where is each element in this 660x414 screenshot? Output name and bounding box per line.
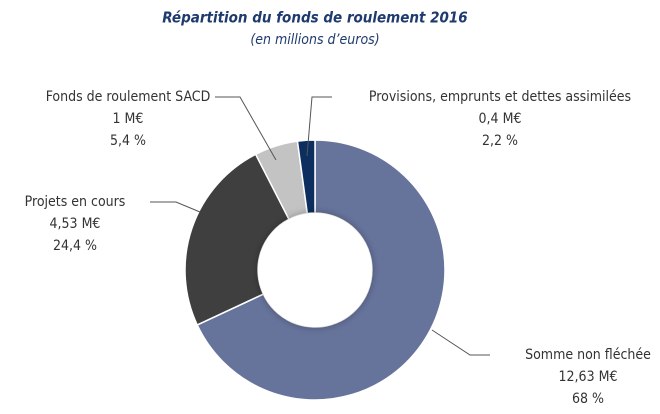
leader-line xyxy=(306,96,332,157)
slice-label: Provisions, emprunts et dettes assimilée… xyxy=(369,89,631,105)
chart-subtitle: (en millions d’euros) xyxy=(250,32,379,48)
leader-line xyxy=(431,329,490,356)
value-label: 1 M€ xyxy=(113,111,144,127)
chart-title: Répartition du fonds de roulement 2016 xyxy=(162,9,467,27)
percent-label: 5,4 % xyxy=(110,133,146,149)
slice-label: Somme non fléchée xyxy=(525,347,651,363)
slice-label: Fonds de roulement SACD xyxy=(46,89,211,105)
value-label: 12,63 M€ xyxy=(559,369,618,385)
leader-line xyxy=(215,96,277,161)
value-label: 4,53 M€ xyxy=(50,216,101,232)
percent-label: 24,4 % xyxy=(53,238,97,254)
percent-label: 2,2 % xyxy=(482,133,518,149)
percent-label: 68 % xyxy=(572,391,604,407)
donut-hole xyxy=(258,213,372,327)
slice-label: Projets en cours xyxy=(25,194,126,210)
value-label: 0,4 M€ xyxy=(479,111,522,127)
leader-line xyxy=(150,201,201,213)
